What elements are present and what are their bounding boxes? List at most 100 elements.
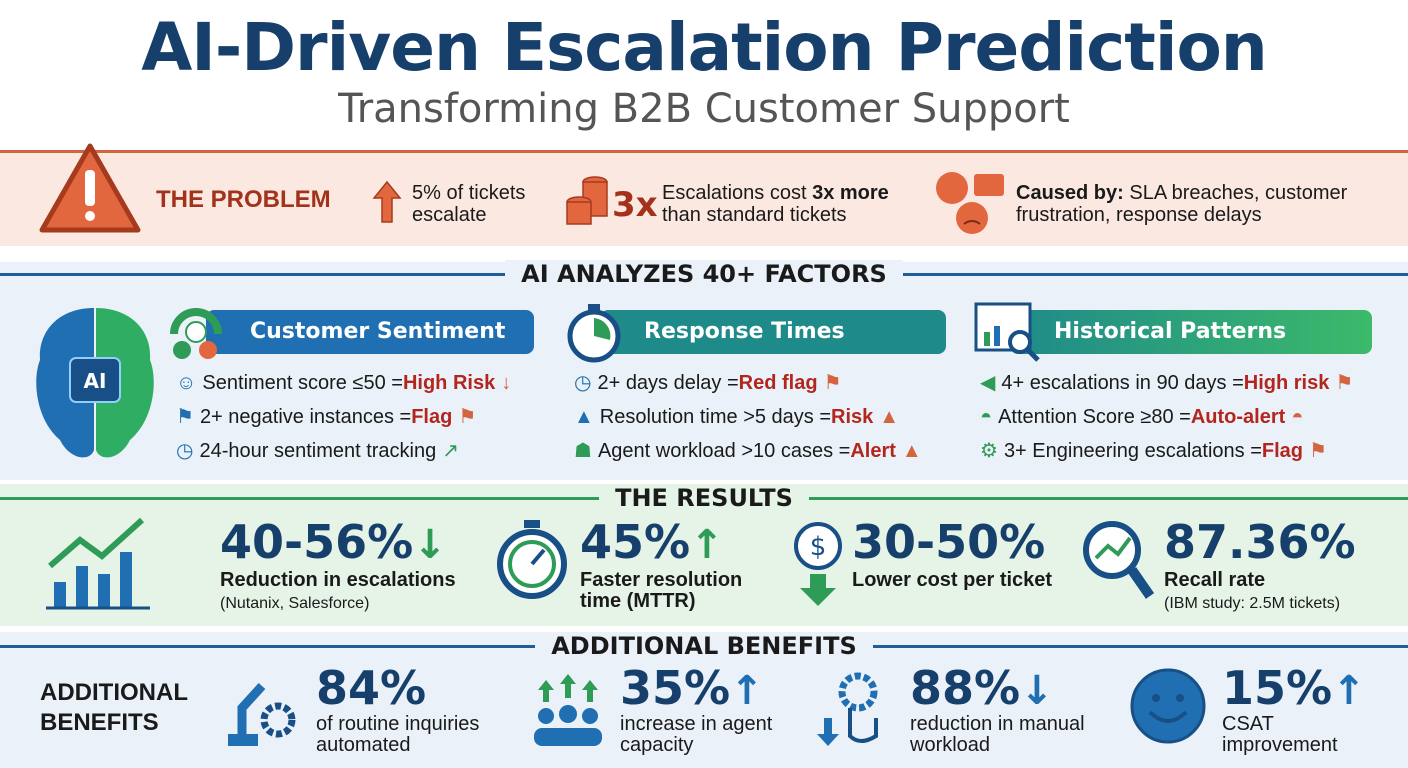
svg-text:AI: AI	[84, 369, 107, 393]
benefit-label: CSAT improvement	[1222, 713, 1338, 756]
factors-section	[0, 262, 1408, 480]
team-growth-icon	[534, 674, 602, 746]
arrow-down-icon: ↓	[1020, 668, 1054, 714]
magnifier-chart-icon	[1083, 521, 1155, 599]
flag-icon: ⚑	[823, 372, 842, 394]
problem-cost-bold: 3x more	[812, 182, 889, 204]
benefit-label: of routine inquiries automated	[316, 713, 480, 756]
problem-stat-tickets: 5% of tickets escalate	[412, 182, 526, 226]
result-value: 87.36%	[1164, 515, 1356, 569]
flag-icon: ⚑	[176, 406, 194, 428]
factor-flag: High Risk	[402, 372, 496, 394]
factor-text: Agent workload >10 cases =	[597, 440, 851, 462]
stopwatch-icon	[567, 304, 621, 363]
benefit-label: reduction in manual workload	[910, 713, 1085, 756]
benefit-value: 84%	[316, 661, 427, 715]
cause-label: Caused by:	[1016, 182, 1124, 204]
dollar-down-icon: $	[794, 522, 842, 606]
factor-flag: Alert	[850, 440, 896, 462]
benefit-value: 35%	[620, 661, 731, 715]
warning-icon: ▲	[901, 440, 922, 462]
sentiment-gauge-icon	[170, 308, 222, 359]
factor-text: 3+ Engineering escalations =	[1003, 440, 1262, 462]
factor-flag: High risk	[1243, 372, 1330, 394]
coins-icon	[566, 176, 608, 225]
factor-text: 2+ days delay =	[597, 372, 739, 394]
page-title: AI-Driven Escalation Prediction	[141, 9, 1268, 86]
megaphone-icon: ◀	[980, 372, 996, 394]
result-label: Faster resolution time (MTTR)	[580, 569, 743, 612]
arrow-up-icon	[372, 180, 402, 223]
result-label: Reduction in escalations	[220, 569, 456, 591]
stopwatch-icon	[497, 520, 567, 599]
result-value: 45%	[580, 515, 691, 569]
factor-text: 4+ escalations in 90 days =	[1001, 372, 1244, 394]
factor-item: ◷ 24-hour sentiment tracking ↗	[176, 440, 511, 462]
problem-cost-text: Escalations cost	[662, 182, 813, 204]
factor-flag: Auto-alert	[1190, 406, 1286, 428]
svg-text:$: $	[810, 532, 827, 562]
warning-icon	[39, 143, 141, 233]
factor-item: ☺ Sentiment score ≤50 = High Risk ↓	[176, 372, 511, 394]
siren-icon: ◓	[1291, 406, 1304, 428]
benefit-value: 15%	[1222, 661, 1333, 715]
clock-chat-angry-icon	[936, 172, 1004, 234]
warning-icon: ▲	[574, 406, 594, 428]
warning-icon: ▲	[879, 406, 900, 428]
factor-text: 24-hour sentiment tracking	[199, 440, 437, 462]
factor-text: Attention Score ≥80 =	[998, 406, 1191, 428]
factor-title-response: Response Times	[600, 310, 946, 354]
factors-heading: AI ANALYZES 40+ FACTORS	[505, 260, 903, 288]
factor-text: Resolution time >5 days =	[599, 406, 832, 428]
arrow-up-icon: ↑	[690, 522, 724, 568]
factor-flag: Flag	[1261, 440, 1304, 462]
result-note: (IBM study: 2.5M tickets)	[1164, 595, 1341, 612]
factor-flag: Risk	[831, 406, 874, 428]
results-heading: THE RESULTS	[599, 484, 809, 512]
chart-magnifier-icon	[974, 302, 1040, 362]
result-note: (Nutanix, Salesforce)	[220, 595, 370, 612]
factor-item: ◷ 2+ days delay = Red flag ⚑	[574, 372, 922, 394]
gear-hand-icon	[817, 672, 878, 746]
factor-text: Sentiment score ≤50 =	[202, 372, 403, 394]
clock-icon: ◷	[574, 372, 592, 394]
arrow-down-icon: ↓	[413, 522, 447, 568]
flag-icon: ⚑	[458, 406, 477, 428]
cause-text: SLA breaches, customer frustration, resp…	[1016, 182, 1348, 226]
smiley-face-icon	[1130, 668, 1206, 744]
problem-label: THE PROBLEM	[156, 186, 331, 213]
gear-icon: ⚙	[980, 440, 998, 462]
siren-icon: ◓	[980, 406, 993, 428]
benefit-label: increase in agent capacity	[620, 713, 773, 756]
factor-item: ◓ Attention Score ≥80 = Auto-alert ◓	[980, 406, 1353, 428]
benefits-side-label: ADDITIONAL BENEFITS	[40, 679, 188, 736]
factor-flag: Flag	[411, 406, 453, 428]
result-value: 40-56%	[220, 515, 414, 569]
clock-icon: ◷	[176, 440, 194, 462]
factor-item: ◀ 4+ escalations in 90 days = High risk ⚑	[980, 372, 1353, 394]
trend-up-icon: ↗	[442, 440, 460, 462]
factor-text: 2+ negative instances =	[199, 406, 412, 428]
flag-icon: ⚑	[1335, 372, 1354, 394]
result-value: 30-50%	[852, 515, 1046, 569]
problem-cost-tail: than standard tickets	[662, 204, 847, 226]
robot-arm-gear-icon	[228, 682, 296, 746]
factor-item: ☗ Agent workload >10 cases = Alert ▲	[574, 440, 922, 462]
arrow-down-icon: ↓	[501, 372, 512, 394]
benefit-value: 88%	[910, 661, 1021, 715]
problem-section	[0, 150, 1408, 246]
factor-flag: Red flag	[738, 372, 818, 394]
result-label: Recall rate	[1164, 569, 1266, 591]
factor-item: ⚙ 3+ Engineering escalations = Flag ⚑	[980, 440, 1353, 462]
problem-3x: 3x	[612, 185, 658, 225]
result-label: Lower cost per ticket	[852, 569, 1053, 591]
growth-chart-icon	[46, 517, 150, 610]
arrow-up-icon: ↑	[1332, 668, 1366, 714]
factor-item: ▲ Resolution time >5 days = Risk ▲	[574, 406, 922, 428]
benefits-heading: ADDITIONAL BENEFITS	[535, 632, 873, 660]
smiley-icon: ☺	[176, 372, 197, 394]
arrow-up-icon: ↑	[730, 668, 764, 714]
factor-item: ⚑ 2+ negative instances = Flag ⚑	[176, 406, 511, 428]
factor-title-sentiment: Customer Sentiment	[206, 310, 534, 354]
agent-icon: ☗	[574, 440, 592, 462]
